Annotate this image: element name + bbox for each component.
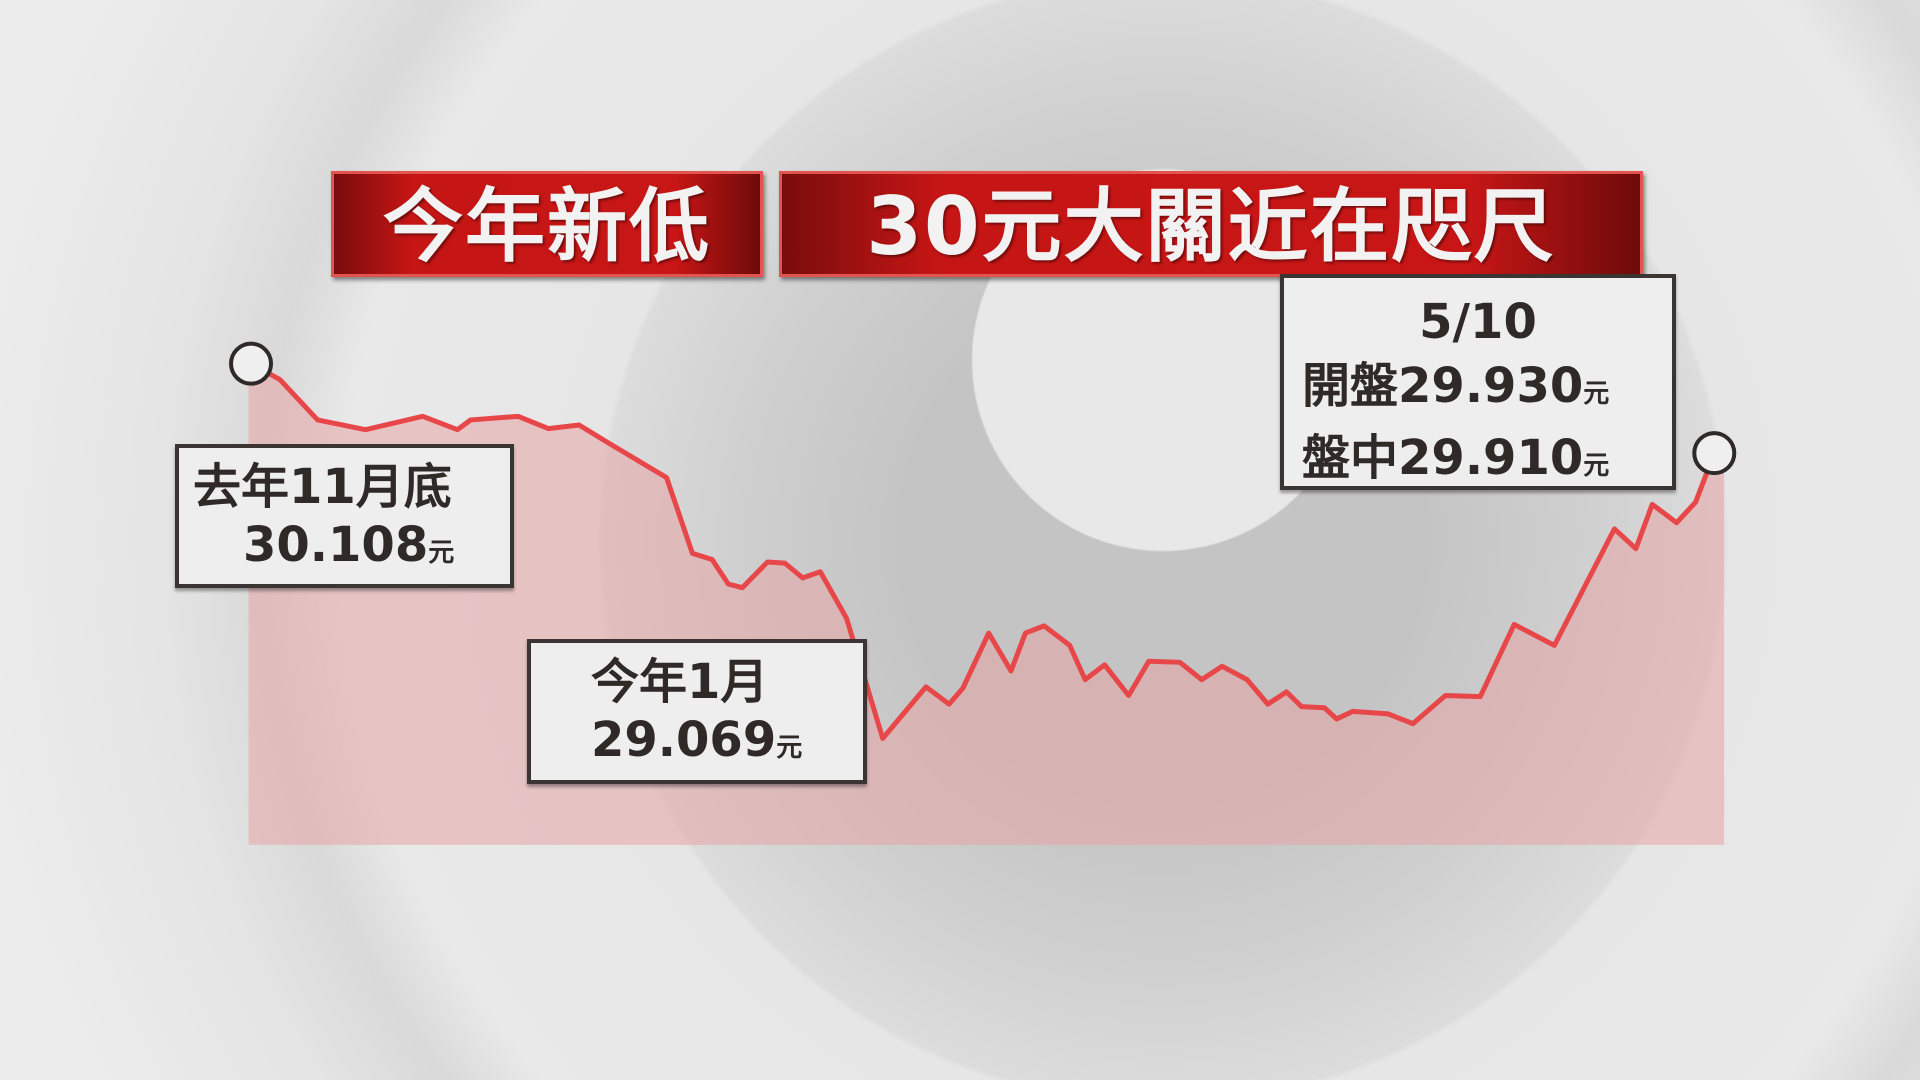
annotation-low-value: 29.069: [591, 712, 777, 768]
annotation-start-value-row: 30.108元: [193, 516, 510, 582]
annotation-start-value: 30.108: [243, 517, 429, 573]
annotation-latest-date: 5/10: [1419, 294, 1537, 350]
annotation-low-value-row: 29.069元: [591, 711, 863, 777]
unit: 元: [1583, 451, 1610, 481]
annotation-intraday-row: 盤中29.910元: [1302, 426, 1672, 498]
annotation-start: 去年11月底 30.108元: [175, 444, 514, 588]
intraday-value: 29.910: [1398, 430, 1584, 486]
start-point-marker: [229, 341, 274, 386]
unit: 元: [428, 538, 455, 568]
annotation-start-label: 去年11月底: [193, 459, 452, 515]
price-line: [249, 361, 1717, 741]
annotation-latest: 5/10 開盤29.930元 盤中29.910元: [1280, 274, 1676, 490]
unit: 元: [776, 733, 803, 763]
annotation-low: 今年1月 29.069元: [527, 639, 867, 784]
open-label: 開盤: [1302, 358, 1399, 414]
annotation-low-label: 今年1月: [591, 654, 769, 710]
annotation-open-row: 開盤29.930元: [1302, 354, 1672, 426]
headline-part2: 30元大關近在咫尺: [779, 171, 1643, 277]
end-point-marker: [1692, 431, 1737, 476]
intraday-label: 盤中: [1302, 430, 1399, 486]
unit: 元: [1583, 379, 1610, 409]
open-value: 29.930: [1398, 358, 1584, 414]
headline-part1: 今年新低: [331, 171, 763, 277]
